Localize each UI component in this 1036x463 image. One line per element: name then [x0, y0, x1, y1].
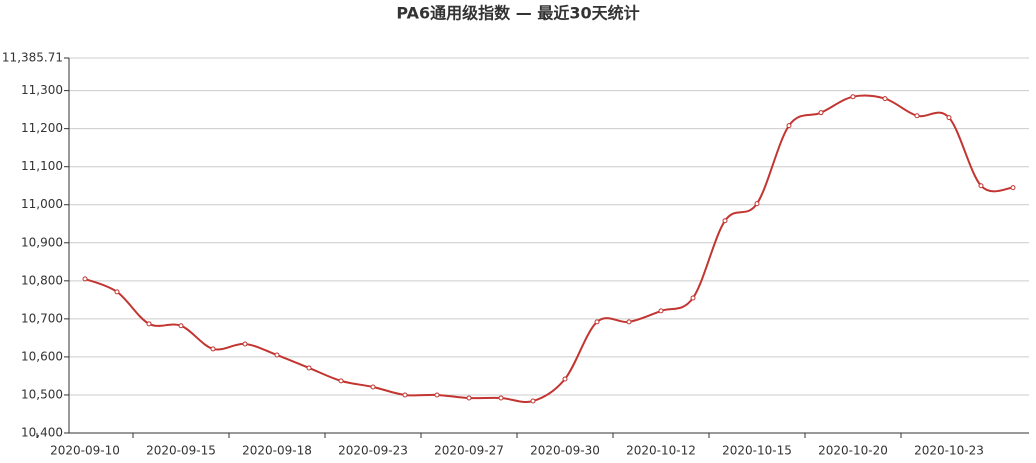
y-tick-label: 10,500	[21, 387, 63, 401]
x-tick-label: 2020-09-18	[242, 444, 312, 458]
x-tick-label: 2020-09-15	[146, 444, 216, 458]
point	[466, 395, 472, 401]
point	[754, 201, 760, 207]
point	[530, 398, 536, 404]
point	[690, 295, 696, 301]
line	[84, 94, 1014, 403]
point	[370, 384, 376, 390]
point	[114, 289, 120, 295]
point	[146, 321, 152, 327]
point	[338, 378, 344, 384]
chart-title: PA6通用级指数 — 最近30天统计	[396, 4, 639, 23]
point	[914, 113, 920, 119]
point	[594, 319, 600, 325]
point	[626, 319, 632, 325]
x-tick-label: 2020-09-27	[434, 444, 504, 458]
y-tick-label: 11,200	[21, 121, 63, 135]
x-tick-label: 2020-10-23	[914, 444, 984, 458]
point	[1010, 185, 1016, 191]
point	[658, 308, 664, 314]
point	[562, 376, 568, 382]
point	[498, 395, 504, 401]
point	[274, 352, 280, 358]
point	[178, 323, 184, 329]
y-tick-label: 10,600	[21, 349, 63, 363]
y-tick-label: 11,300	[21, 83, 63, 97]
x-tick-label: 2020-09-10	[50, 444, 120, 458]
y-tick-label: 10,700	[21, 311, 63, 325]
x-tick-label: 2020-09-30	[530, 444, 600, 458]
point	[402, 392, 408, 398]
x-tick-label: 2020-09-23	[338, 444, 408, 458]
x-tick-label: 2020-10-12	[626, 444, 696, 458]
y-tick-label: 10,400	[21, 426, 63, 440]
point	[722, 218, 728, 224]
point	[210, 346, 216, 352]
y-tick-label: 11,000	[21, 197, 63, 211]
y-tick-label: 10,800	[21, 273, 63, 287]
y-tick-label: 10,900	[21, 235, 63, 249]
point	[434, 392, 440, 398]
point	[978, 183, 984, 189]
x-tick-label: 2020-10-20	[818, 444, 888, 458]
point	[818, 110, 824, 116]
point	[242, 341, 248, 347]
point	[882, 96, 888, 102]
y-tick-label: 11,385.71	[2, 51, 63, 65]
x-tick-label: 2020-10-15	[722, 444, 792, 458]
point	[850, 94, 856, 100]
point	[786, 123, 792, 129]
point	[306, 365, 312, 371]
point	[82, 276, 88, 282]
point	[946, 115, 952, 121]
y-tick-label: 11,100	[21, 159, 63, 173]
